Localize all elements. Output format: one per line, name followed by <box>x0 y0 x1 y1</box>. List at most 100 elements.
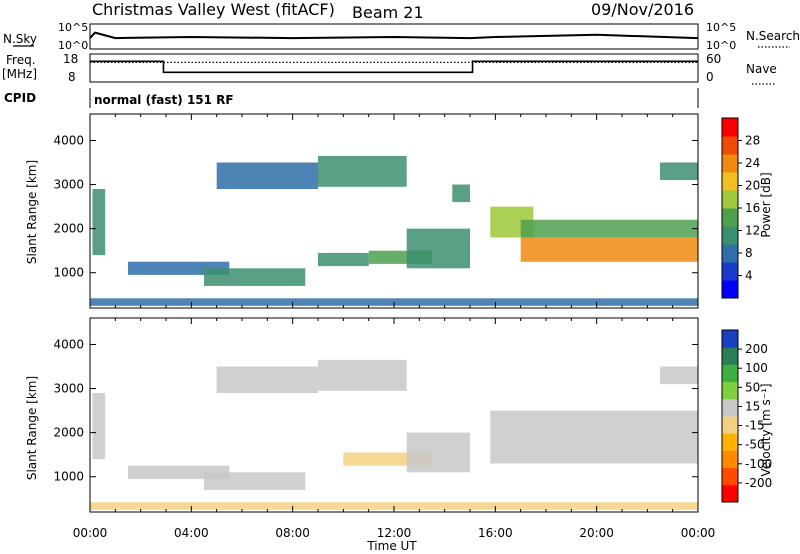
velocity-cbar-swatch <box>722 433 738 451</box>
velocity-echo-region <box>660 366 698 385</box>
nsky-label: N.Sky <box>3 32 37 46</box>
velocity-echo-region <box>406 432 470 473</box>
power-ylabel: Slant Range [km] <box>25 160 39 264</box>
noise-tick-left-high: 10^5 <box>58 21 88 34</box>
power-cbar-swatch <box>722 262 738 281</box>
velocity-colorbar: -200 -100 -50 -15 15 50 100 200 <box>721 329 772 503</box>
power-background <box>90 114 698 308</box>
power-cbar-swatch <box>722 190 738 209</box>
nsearch-label: N.Search <box>746 29 800 43</box>
velocity-cbar-tick-label: 100 <box>745 361 768 375</box>
power-ytick-label: 3000 <box>53 178 84 192</box>
power-cbar-tick-label: 12 <box>745 224 760 238</box>
velocity-cbar-swatch <box>722 330 738 348</box>
beam-label: Beam 21 <box>352 3 424 22</box>
velocity-echo-region <box>128 465 230 479</box>
power-echo-region <box>452 184 470 203</box>
power-echo-region <box>318 155 407 187</box>
xtick-label: 12:00 <box>377 526 412 540</box>
power-cbar-swatch <box>722 208 738 227</box>
power-cbar-tick-label: 16 <box>745 201 760 215</box>
velocity-cbar-tick-label: -200 <box>745 476 772 490</box>
power-cbar-swatch <box>722 154 738 173</box>
power-cbar-swatch <box>722 280 738 299</box>
power-cbar-tick-label: 28 <box>745 134 760 148</box>
velocity-echo-region <box>92 393 106 460</box>
velocity-cbar-tick-label: -100 <box>745 457 772 471</box>
freq-label: Freq. <box>6 53 36 67</box>
power-cbar-swatch <box>722 136 738 155</box>
power-colorbar: 4 8 12 16 20 24 28 <box>721 117 760 299</box>
power-panel: 1000 2000 3000 4000 <box>53 113 699 309</box>
xtick-label: 20:00 <box>579 526 614 540</box>
date-label: 09/Nov/2016 <box>591 0 694 19</box>
xaxis-label: Time UT <box>366 539 417 553</box>
velocity-cbar-swatch <box>722 450 738 469</box>
xtick-label: 16:00 <box>478 526 513 540</box>
freq-panel-frame <box>89 53 699 83</box>
xtick-label: 04:00 <box>174 526 209 540</box>
velocity-cbar-swatch <box>722 416 738 434</box>
velocity-cbar-tick-label: -50 <box>745 438 765 452</box>
nsky-line <box>89 31 699 40</box>
chart-title: Christmas Valley West (fitACF) <box>92 0 335 19</box>
noise-tick-left-low: 10^0 <box>58 39 88 52</box>
noise-tick-right-low: 10^0 <box>706 39 736 52</box>
power-cbar-tick-label: 8 <box>745 246 753 260</box>
power-cbar-tick-label: 20 <box>745 179 760 193</box>
velocity-cbar-tick-label: 15 <box>745 399 760 413</box>
velocity-panel: 1000 2000 3000 4000 <box>53 317 699 513</box>
power-cbar-tick-label: 24 <box>745 156 760 170</box>
freq-tick-high: 18 <box>63 52 78 66</box>
power-cbar-tick-label: 4 <box>745 269 753 283</box>
velocity-cbar-swatch <box>722 484 738 503</box>
power-echo-region <box>406 228 470 269</box>
power-cbar-swatch <box>722 118 738 137</box>
velocity-cbar-swatch <box>722 364 738 383</box>
nave-tick-high: 60 <box>706 52 721 66</box>
power-echo-region <box>520 219 698 238</box>
freq-unit: [MHz] <box>2 67 37 81</box>
power-ytick-label: 1000 <box>53 266 84 280</box>
noise-tick-right-high: 10^5 <box>706 21 736 34</box>
velocity-cbar-swatch <box>722 398 738 417</box>
velocity-cbar-tick-label: 200 <box>745 342 768 356</box>
power-echo-region <box>216 162 318 189</box>
velocity-cbar-tick-label: -15 <box>745 419 765 433</box>
power-echo-region <box>520 237 698 262</box>
velocity-ytick-label: 4000 <box>53 337 84 351</box>
cpid-label: CPID <box>4 91 36 105</box>
velocity-echo-region <box>318 359 407 391</box>
velocity-echo-region <box>216 366 318 393</box>
velocity-echo-region <box>204 472 306 490</box>
power-cbar-label: Power [dB] <box>759 172 773 237</box>
power-echo-region <box>204 268 306 286</box>
velocity-cbar-swatch <box>722 381 738 400</box>
velocity-cbar-tick-label: 50 <box>745 380 760 394</box>
nave-tick-low: 0 <box>706 70 714 84</box>
power-cbar-swatch <box>722 226 738 245</box>
velocity-cbar-label: Velocity [m s⁻¹] <box>759 383 773 476</box>
power-echo-region <box>660 162 698 181</box>
velocity-echo-region <box>490 410 698 464</box>
xtick-label: 00:00 <box>73 526 108 540</box>
xtick-label: 00:00 <box>681 526 716 540</box>
velocity-ylabel: Slant Range [km] <box>25 376 39 480</box>
cpid-value: normal (fast) 151 RF <box>94 93 234 107</box>
noise-panel-frame <box>89 23 699 50</box>
velocity-cbar-frame <box>721 329 739 503</box>
velocity-ytick-label: 1000 <box>53 470 84 484</box>
power-cbar-swatch <box>722 172 738 191</box>
power-echo-region <box>92 189 106 256</box>
velocity-ytick-label: 3000 <box>53 382 84 396</box>
power-ytick-label: 2000 <box>53 222 84 236</box>
power-ytick-label: 4000 <box>53 133 84 147</box>
power-echo-region <box>318 252 369 267</box>
power-echo-region <box>128 261 230 275</box>
freq-line <box>90 60 698 74</box>
velocity-cbar-swatch <box>722 467 738 486</box>
nave-label: Nave <box>746 62 777 76</box>
velocity-cbar-swatch <box>722 347 738 365</box>
freq-tick-low: 8 <box>68 70 76 84</box>
